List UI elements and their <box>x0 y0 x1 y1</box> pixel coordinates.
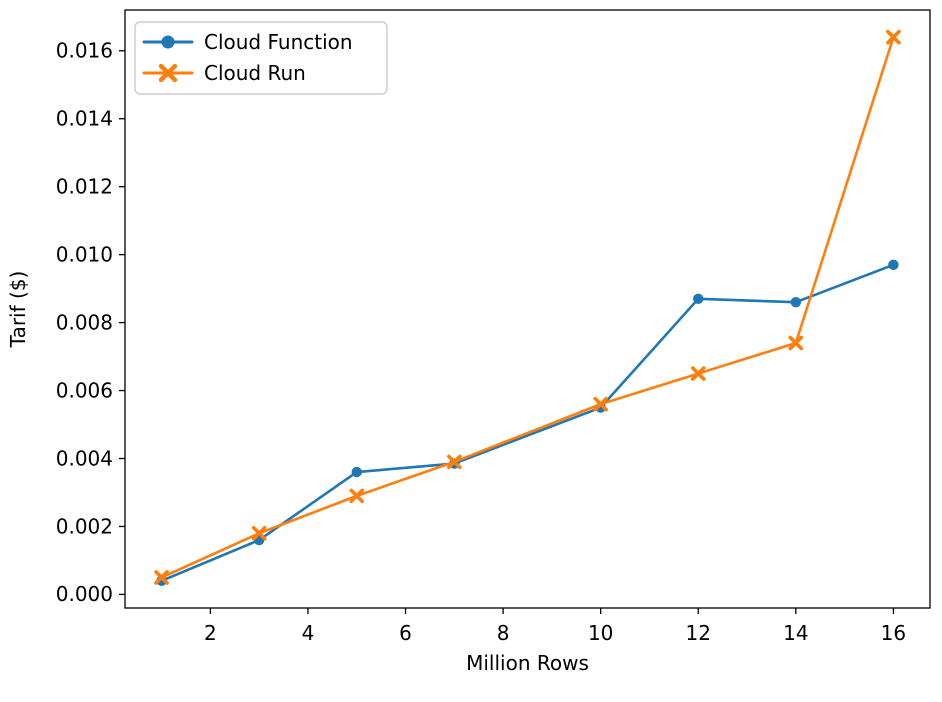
x-tick-label: 4 <box>302 621 315 645</box>
y-tick-label: 0.010 <box>56 242 113 266</box>
data-point-marker-x <box>158 63 178 83</box>
legend: Cloud Function Cloud Run <box>134 21 388 95</box>
y-tick-label: 0.002 <box>56 514 113 538</box>
data-point-marker-x <box>251 525 267 541</box>
legend-entry-cloud-function: Cloud Function <box>142 30 353 54</box>
data-point-marker-circle <box>351 466 362 478</box>
legend-box <box>134 21 388 95</box>
x-tick-label: 2 <box>204 621 217 645</box>
y-tick-label: 0.004 <box>56 446 113 470</box>
legend-label: Cloud Run <box>204 61 306 85</box>
series-line-cloud-run <box>160 35 895 579</box>
y-tick-label: 0.000 <box>56 582 113 606</box>
axes-spines <box>124 9 931 609</box>
x-tick-label: 10 <box>588 621 613 645</box>
data-point-marker-x <box>154 570 169 585</box>
data-point-marker-x <box>593 396 608 412</box>
data-point-marker-circle <box>790 297 802 308</box>
y-tick-label: 0.008 <box>56 310 113 334</box>
data-point-marker-circle <box>161 35 175 49</box>
x-tick-label: 16 <box>881 621 906 645</box>
data-point-marker-circle <box>693 293 704 305</box>
x-tick-label: 6 <box>399 621 412 645</box>
y-axis-label: Tarif ($) <box>6 271 30 349</box>
y-axis: 0.000 0.002 0.004 0.006 0.008 0.010 0.012 0.014… <box>6 39 125 606</box>
data-point-marker-x <box>349 488 365 504</box>
series-line-cloud-function <box>160 263 895 583</box>
y-tick-label: 0.006 <box>56 378 113 402</box>
x-tick-label: 8 <box>497 621 510 645</box>
y-tick-label: 0.016 <box>56 39 113 63</box>
x-tick-label: 12 <box>686 621 711 645</box>
x-axis: 2 4 6 8 10 12 14 16 Million Rows <box>204 608 906 675</box>
y-tick-label: 0.012 <box>56 174 113 198</box>
legend-entry-cloud-run: Cloud Run <box>142 61 306 85</box>
y-tick-label: 0.014 <box>56 107 113 131</box>
data-point-marker-x <box>886 29 901 45</box>
legend-label: Cloud Function <box>204 30 353 54</box>
data-point-marker-x <box>447 454 462 470</box>
x-tick-label: 14 <box>783 621 808 645</box>
x-axis-label: Million Rows <box>466 651 589 675</box>
data-point-marker-circle <box>888 259 899 271</box>
data-point-marker-x <box>690 366 706 381</box>
data-point-marker-x <box>788 335 804 351</box>
series-cloud-run <box>154 29 901 585</box>
